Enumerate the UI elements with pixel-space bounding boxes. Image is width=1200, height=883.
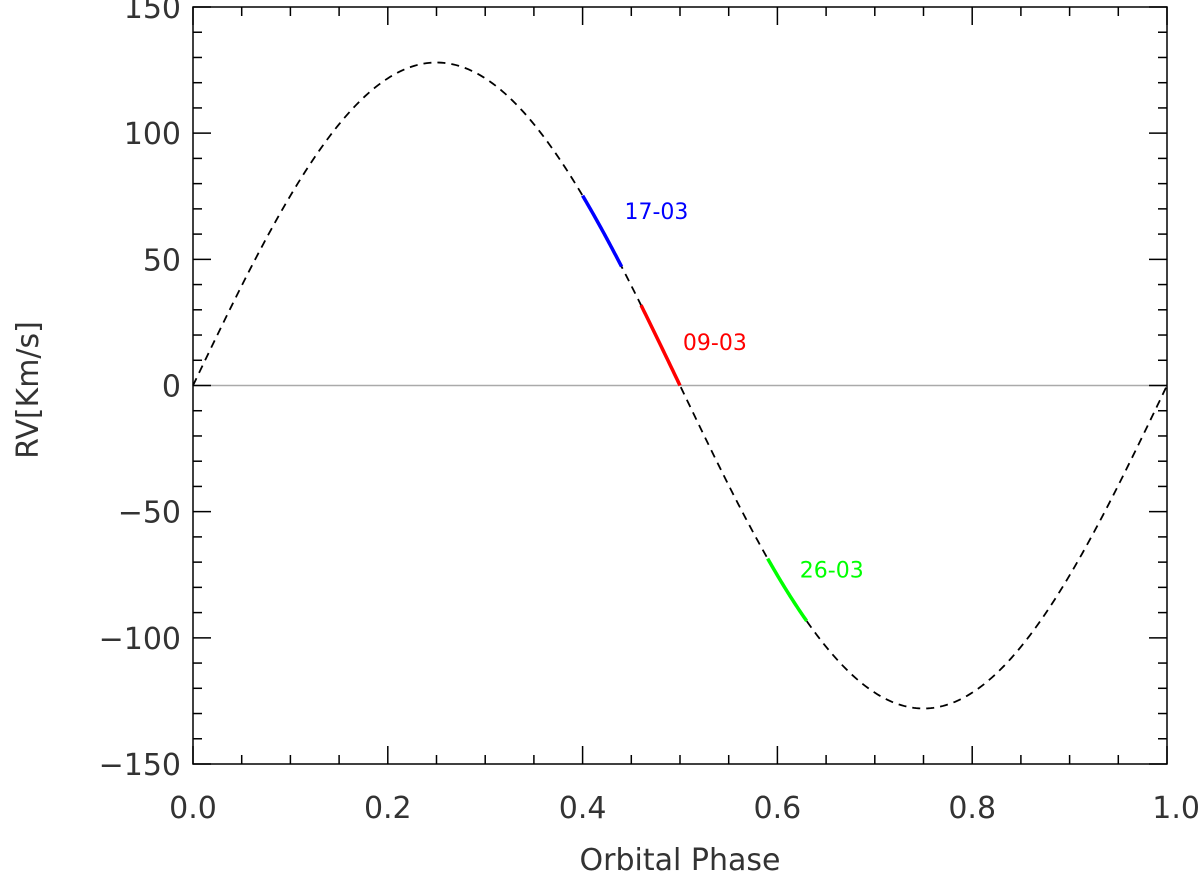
plot-axes <box>192 6 1168 765</box>
x-tick-label: 0.4 <box>559 791 607 826</box>
tick-labels: 0.0 0.2 0.4 0.6 0.8 1.0 −150 −100 −50 0 50 100 150 <box>99 0 1200 826</box>
x-tick-label: 0.6 <box>754 791 802 826</box>
series-segment-17-03 <box>581 194 624 268</box>
y-tick-label: 100 <box>124 117 181 152</box>
y-axis-label: RV[Km/s] <box>11 321 46 459</box>
series-label-17-03: 17-03 <box>624 200 688 225</box>
x-tick-label: 0.2 <box>364 791 412 826</box>
series-segments: 17-03 09-03 26-03 <box>581 194 864 622</box>
y-tick-label: −100 <box>99 622 181 657</box>
series-label-26-03: 26-03 <box>800 558 864 583</box>
series-segment-26-03 <box>766 557 809 622</box>
rv-model-curve <box>192 61 1168 710</box>
y-tick-label: 150 <box>124 0 181 26</box>
x-tick-label: 1.0 <box>1152 791 1200 826</box>
x-tick-label: 0.8 <box>948 791 996 826</box>
y-tick-label: −50 <box>118 496 181 531</box>
x-tick-label: 0.0 <box>169 791 217 826</box>
y-tick-label: −150 <box>99 748 181 783</box>
y-tick-label: 50 <box>143 243 181 278</box>
x-axis-label: Orbital Phase <box>580 843 781 878</box>
y-tick-label: 0 <box>162 370 181 405</box>
series-segment-09-03 <box>639 304 682 387</box>
model-curve <box>192 61 1168 710</box>
series-label-09-03: 09-03 <box>683 331 747 356</box>
